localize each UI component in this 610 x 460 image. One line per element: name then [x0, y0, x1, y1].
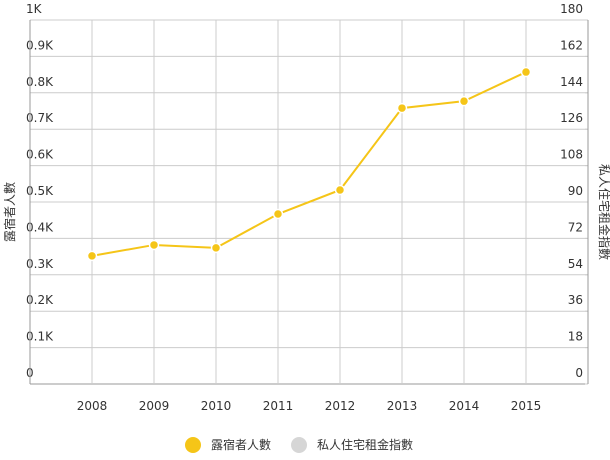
x-tick-label: 2008: [77, 399, 108, 413]
y2-tick-label: 126: [560, 111, 583, 125]
x-tick-label: 2013: [387, 399, 418, 413]
y-tick-label: 0.8K: [26, 75, 54, 89]
y2-axis-label: 私人住宅租金指數: [597, 164, 610, 260]
y-tick-label: 0.4K: [26, 220, 54, 234]
series-point: [396, 102, 408, 114]
y-axis-label: 露宿者人數: [2, 182, 17, 242]
legend-label: 私人住宅租金指數: [317, 437, 413, 452]
y-tick-label: 0.7K: [26, 111, 54, 125]
y2-tick-label: 162: [560, 38, 583, 52]
y-tick-label: 0.9K: [26, 38, 54, 52]
y2-tick-label: 180: [560, 2, 583, 16]
x-tick-label: 2009: [139, 399, 170, 413]
legend-label: 露宿者人數: [211, 437, 271, 452]
y2-tick-label: 72: [568, 220, 583, 234]
y2-tick-label: 18: [568, 330, 583, 344]
x-tick-label: 2014: [449, 399, 480, 413]
x-tick-label: 2012: [325, 399, 356, 413]
y2-tick-label: 90: [568, 184, 583, 198]
x-tick-label: 2015: [511, 399, 542, 413]
x-tick-label: 2011: [263, 399, 294, 413]
y2-tick-label: 108: [560, 148, 583, 162]
y-tick-label: 0.1K: [26, 330, 54, 344]
series-point: [148, 239, 160, 251]
y2-tick-label: 36: [568, 293, 583, 307]
y2-tick-label: 0: [575, 366, 583, 380]
series-point: [458, 95, 470, 107]
series-point: [520, 66, 532, 78]
y2-tick-label: 144: [560, 75, 583, 89]
series-point: [86, 250, 98, 262]
y-tick-label: 0.2K: [26, 293, 54, 307]
y-tick-label: 0.3K: [26, 257, 54, 271]
y-tick-label: 1K: [26, 2, 43, 16]
series-point: [272, 208, 284, 220]
legend-marker: [185, 437, 201, 453]
series-point: [210, 242, 222, 254]
series-point: [334, 184, 346, 196]
legend-marker: [291, 437, 308, 453]
y-tick-label: 0.6K: [26, 148, 54, 162]
series-line: [91, 71, 527, 257]
x-tick-label: 2010: [201, 399, 232, 413]
y-tick-label: 0.5K: [26, 184, 54, 198]
y2-tick-label: 54: [568, 257, 583, 271]
